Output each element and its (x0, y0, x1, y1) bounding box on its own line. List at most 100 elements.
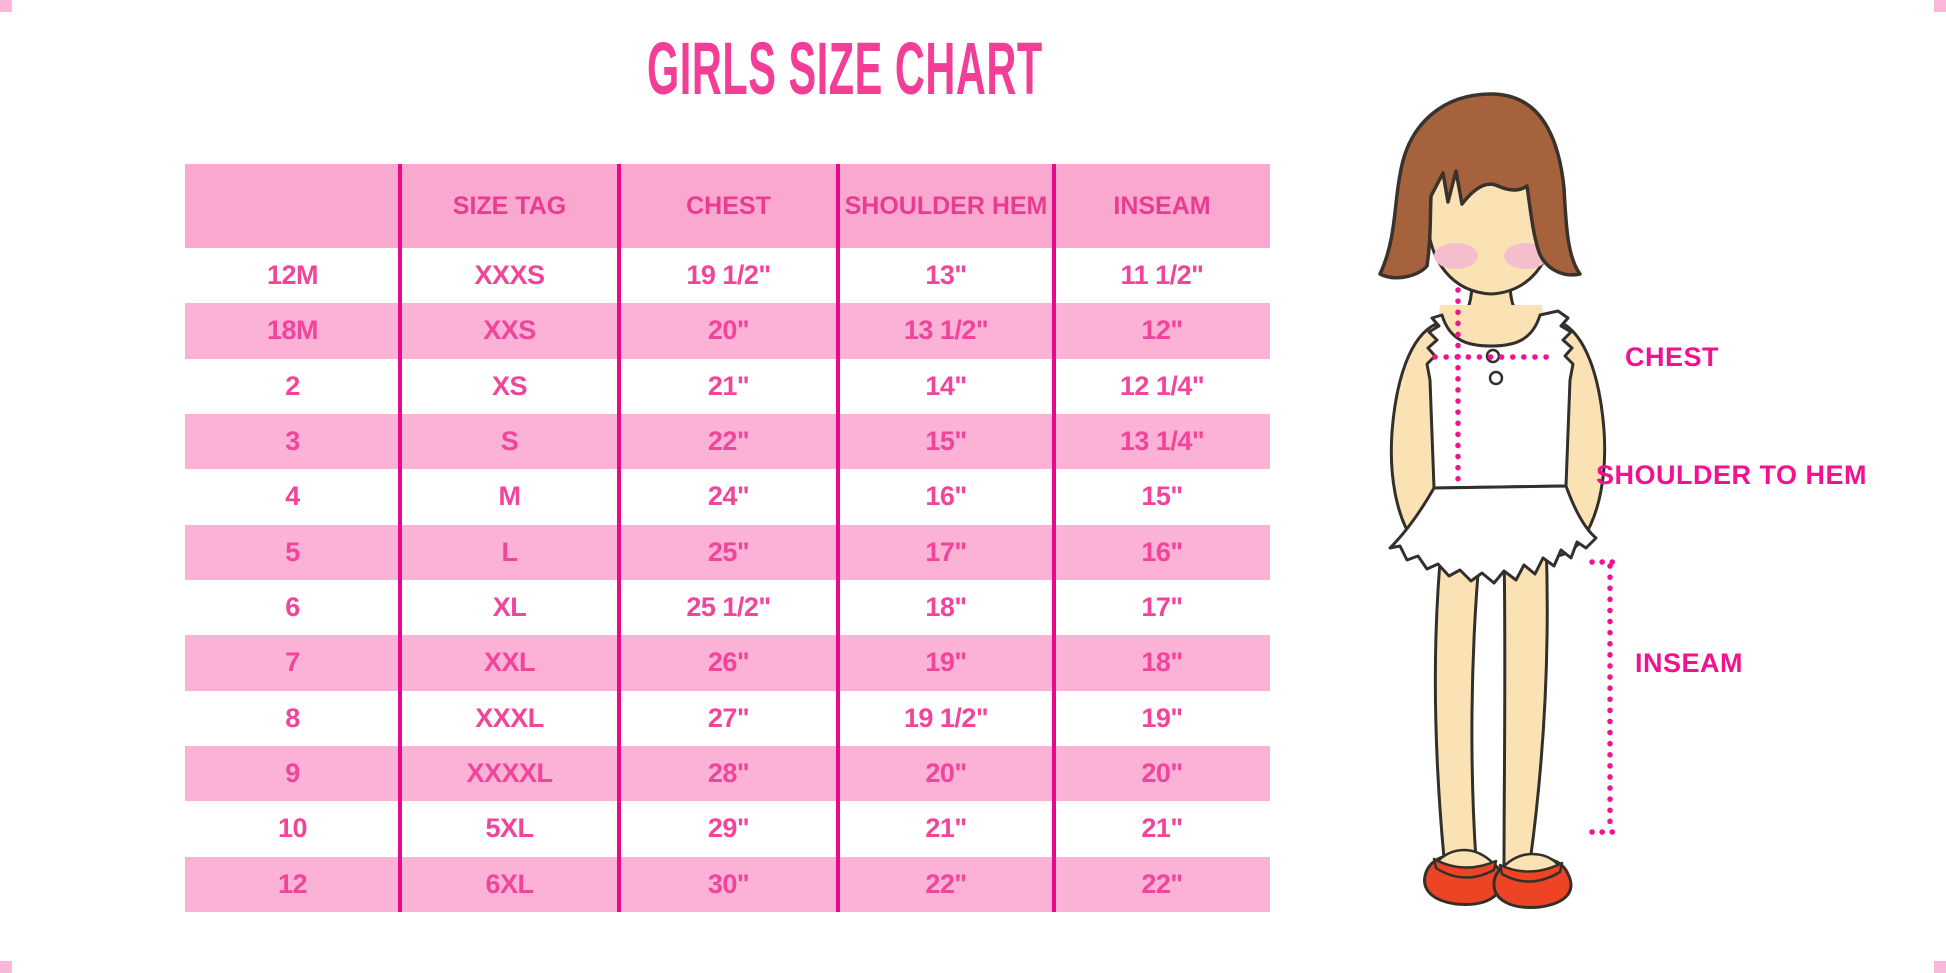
size-table: SIZE TAG CHEST SHOULDER HEM INSEAM 12M X… (185, 164, 1270, 912)
table-cell: XS (491, 370, 528, 401)
table-cell: 12 1/4" (1119, 370, 1205, 401)
table-cell: 19" (925, 647, 967, 678)
table-row: 10 5XL 29" 21" 21" (185, 801, 1270, 856)
table-cell: 18M (266, 315, 319, 346)
chest-label: CHEST (1625, 342, 1719, 372)
table-cell: 26" (707, 647, 750, 678)
table-header-row: SIZE TAG CHEST SHOULDER HEM INSEAM (185, 164, 1270, 248)
girl-left-leg (1433, 538, 1482, 875)
girl-shoes (1423, 848, 1573, 909)
table-cell: 15" (1141, 481, 1183, 512)
table-cell: 19 1/2" (903, 702, 989, 733)
table-cell: 16" (925, 481, 967, 512)
girl-skirt (1388, 484, 1598, 585)
corner-mark (1934, 961, 1946, 973)
table-cell: XXXS (474, 260, 545, 291)
table-cell: 13 1/4" (1119, 426, 1205, 457)
table-cell: M (498, 481, 522, 512)
table-cell: 21" (707, 370, 750, 401)
table-cell: 13" (925, 260, 967, 291)
table-cell: 11 1/2" (1120, 260, 1204, 291)
column-separator (398, 164, 402, 912)
table-row: 5 L 25" 17" 16" (185, 524, 1270, 580)
corner-mark (0, 961, 12, 973)
table-cell: 17" (1141, 592, 1183, 623)
header-cell-shoulder-hem: SHOULDER HEM (844, 191, 1048, 220)
table-cell: 10 (277, 813, 308, 844)
table-cell: 20" (1141, 758, 1183, 789)
table-cell: 22" (925, 868, 967, 899)
table-cell: 15" (925, 426, 967, 457)
table-row: 18M XXS 20" 13 1/2" 12" (185, 303, 1270, 359)
header-cell-inseam: INSEAM (1113, 191, 1211, 220)
table-cell: 13 1/2" (903, 315, 989, 346)
table-cell: 20" (707, 315, 750, 346)
table-cell: XL (492, 592, 527, 623)
table-cell: 6XL (485, 868, 534, 899)
table-cell: 16" (1141, 536, 1183, 567)
table-row: 12M XXXS 19 1/2" 13" 11 1/2" (185, 248, 1270, 303)
table-cell: 24" (707, 481, 750, 512)
table-cell: L (501, 536, 519, 567)
girl-hair (1378, 92, 1582, 280)
table-cell: XXXL (475, 702, 544, 733)
table-cell: XXXXL (466, 758, 553, 789)
table-cell: 2 (285, 370, 300, 401)
table-cell: 3 (285, 426, 300, 457)
table-row: 8 XXXL 27" 19 1/2" 19" (185, 691, 1270, 746)
corner-mark (1934, 0, 1946, 12)
table-row: 3 S 22" 15" 13 1/4" (185, 413, 1270, 470)
table-cell: 18" (925, 592, 967, 623)
table-cell: 19 1/2" (686, 260, 771, 291)
column-separator (617, 164, 621, 912)
blouse-button (1488, 370, 1504, 386)
table-cell: 25 1/2" (686, 592, 771, 623)
column-separator (1052, 164, 1056, 912)
table-cell: 12M (266, 260, 319, 291)
table-row: 9 XXXXL 28" 20" 20" (185, 745, 1270, 802)
header-cell-chest: CHEST (686, 191, 771, 220)
table-row: 7 XXL 26" 19" 18" (185, 635, 1270, 691)
table-cell: XXS (483, 315, 536, 346)
table-cell: S (500, 426, 519, 457)
table-row: 4 M 24" 16" 15" (185, 469, 1270, 524)
table-cell: XXL (483, 647, 536, 678)
table-cell: 4 (285, 481, 300, 512)
table-cell: 12" (1141, 315, 1183, 346)
table-cell: 29" (707, 813, 750, 844)
table-row: 12 6XL 30" 22" 22" (185, 856, 1270, 912)
table-cell: 5XL (485, 813, 534, 844)
table-cell: 30" (707, 868, 750, 899)
table-cell: 20" (925, 758, 967, 789)
table-row: 2 XS 21" 14" 12 1/4" (185, 359, 1270, 414)
shoulder-to-hem-label: SHOULDER TO HEM (1596, 460, 1867, 490)
table-cell: 21" (925, 813, 967, 844)
corner-mark (0, 0, 12, 12)
header-cell-size-tag: SIZE TAG (452, 191, 567, 220)
table-cell: 22" (1141, 868, 1183, 899)
table-cell: 9 (285, 758, 300, 789)
table-cell: 19" (1141, 702, 1183, 733)
table-cell: 27" (707, 702, 750, 733)
table-cell: 5 (285, 536, 300, 567)
table-cell: 18" (1141, 647, 1183, 678)
girl-measurement-diagram: CHEST SHOULDER TO HEM INSEAM (1378, 92, 1867, 909)
table-row: 6 XL 25 1/2" 18" 17" (185, 580, 1270, 635)
table-cell: 28" (707, 758, 750, 789)
inseam-label: INSEAM (1635, 648, 1743, 678)
table-cell: 21" (1141, 813, 1183, 844)
girl-blush-left (1434, 243, 1478, 269)
header-cell-size (185, 164, 400, 248)
column-separator (836, 164, 840, 912)
table-cell: 12 (277, 868, 308, 899)
girl-right-leg (1502, 538, 1549, 874)
table-cell: 25" (707, 536, 750, 567)
table-cell: 6 (285, 592, 300, 623)
page-title: GIRLS SIZE CHART (647, 27, 1043, 110)
table-cell: 22" (707, 426, 750, 457)
table-cell: 17" (925, 536, 967, 567)
table-cell: 8 (285, 702, 300, 733)
table-cell: 14" (925, 370, 967, 401)
table-cell: 7 (285, 647, 300, 678)
